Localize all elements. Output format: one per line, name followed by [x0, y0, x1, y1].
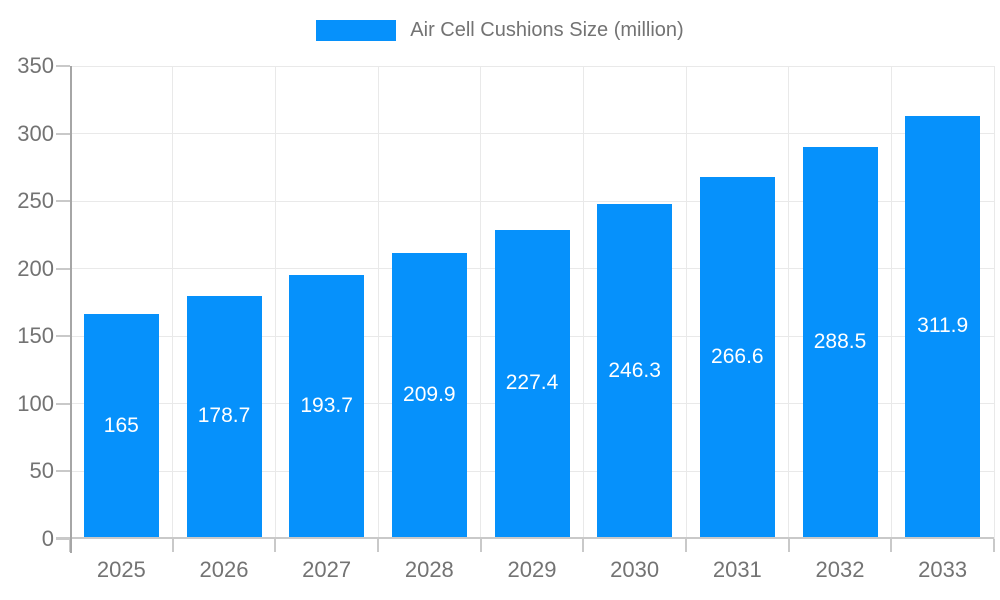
y-tick-label: 300 [17, 120, 54, 146]
y-axis-tick [56, 335, 70, 338]
gridline-x [274, 66, 276, 539]
plot-area: 0 50 100 150 200 250 300 350 165 2025 178.7 2026 193… [17, 53, 995, 582]
bar[interactable]: 165 [83, 314, 159, 537]
x-axis-tick [993, 539, 995, 552]
x-axis-tick [582, 539, 585, 552]
bar-value-label: 193.7 [300, 394, 353, 418]
legend-label: Air Cell Cushions Size (million) [410, 18, 684, 41]
bar[interactable]: 311.9 [905, 115, 981, 537]
y-tick-label: 150 [17, 323, 54, 349]
x-tick-label: 2026 [199, 557, 249, 582]
x-axis-tick [890, 539, 893, 552]
x-axis-tick [787, 539, 790, 552]
x-axis-tick [685, 539, 687, 552]
legend-swatch-icon [316, 19, 397, 41]
x-tick-label: 2025 [96, 557, 146, 582]
bar[interactable]: 246.3 [597, 204, 673, 537]
gridline-x [377, 66, 379, 539]
bar[interactable]: 193.7 [289, 275, 365, 537]
y-tick-label: 0 [41, 526, 54, 551]
gridline-x [890, 66, 892, 539]
y-axis-tick [56, 65, 70, 67]
bar[interactable]: 266.6 [699, 176, 775, 537]
bar[interactable]: 178.7 [186, 295, 262, 537]
y-axis-tick [56, 538, 70, 540]
bar-value-label: 165 [103, 413, 139, 437]
x-tick-label: 2028 [404, 557, 454, 582]
bar-value-label: 288.5 [813, 330, 867, 354]
bar-value-label: 266.6 [711, 344, 764, 368]
y-tick-label: 50 [29, 458, 54, 484]
x-axis-tick [274, 539, 277, 552]
bar-value-label: 209.9 [403, 383, 456, 407]
y-axis-tick [56, 267, 70, 270]
x-tick-label: 2027 [302, 557, 352, 582]
gridline-x [685, 66, 687, 539]
x-tick-label: 2029 [507, 557, 557, 582]
x-axis-tick [377, 539, 379, 552]
gridline-y [70, 200, 994, 202]
x-tick-label: 2033 [918, 557, 968, 582]
bar-value-label: 311.9 [917, 314, 969, 338]
x-tick-label: 2030 [610, 557, 660, 582]
x-axis-tick [171, 539, 174, 552]
y-axis-tick [56, 402, 70, 405]
gridline-y [70, 65, 994, 67]
y-tick-label: 350 [17, 53, 54, 78]
x-tick-label: 2032 [815, 557, 865, 582]
y-axis-tick [56, 200, 70, 203]
bar-value-label: 246.3 [608, 358, 661, 382]
x-axis-tick [479, 539, 482, 552]
y-axis-line [70, 66, 72, 553]
bar-value-label: 227.4 [505, 371, 559, 395]
gridline-x [172, 66, 174, 539]
bar[interactable]: 209.9 [391, 253, 467, 537]
x-tick-label: 2031 [712, 557, 762, 582]
y-tick-label: 250 [17, 188, 54, 214]
x-axis-line [56, 537, 994, 539]
gridline-x [480, 66, 482, 539]
gridline-x [993, 66, 995, 539]
bar[interactable]: 227.4 [494, 229, 570, 537]
bar[interactable]: 288.5 [802, 147, 878, 537]
bar-value-label: 178.7 [197, 404, 251, 428]
y-tick-label: 200 [17, 255, 54, 281]
gridline-y [70, 133, 994, 135]
gridline-x [788, 66, 790, 539]
y-axis-tick [56, 470, 70, 473]
y-tick-label: 100 [17, 390, 54, 416]
legend[interactable]: Air Cell Cushions Size (million) [0, 16, 1000, 44]
gridline-x [582, 66, 584, 539]
y-axis-tick [56, 132, 70, 135]
